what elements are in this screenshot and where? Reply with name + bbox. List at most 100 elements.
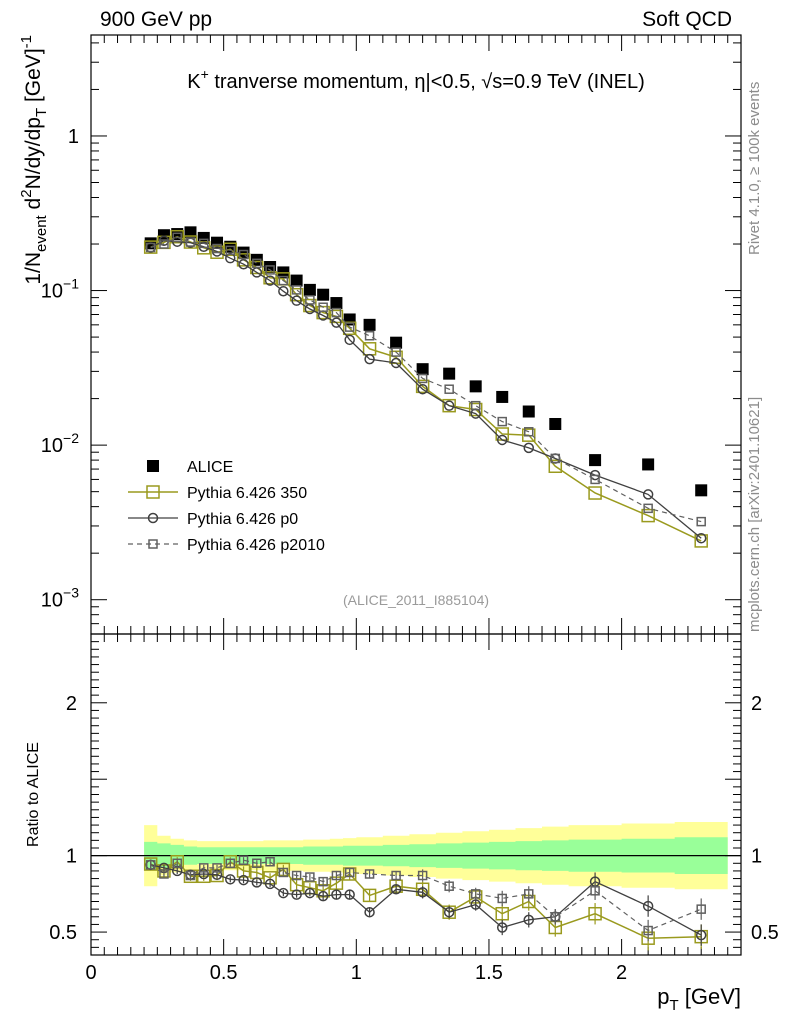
main-point-p2010 [643,503,653,514]
ratio-point-p2010 [331,870,342,881]
legend-label-p350: Pythia 6.426 350 [187,485,307,502]
main-point-alice [317,288,330,301]
xtick-label: 0.5 [210,962,238,984]
ratio-point-p0 [364,906,375,918]
ratio-point-p2010 [159,869,169,879]
ratio-point-p2010 [172,858,182,869]
main-point-p350 [143,240,158,254]
ratio-point-p0 [291,889,302,900]
ratio-point-p350 [588,906,602,921]
main-point-alice [390,336,403,349]
main-point-p350 [170,229,184,244]
ratio-point-p0 [695,929,707,941]
legend-label-alice: ALICE [187,459,233,476]
main-point-alice [589,454,602,467]
main-point-p0 [278,285,289,297]
analysis-watermark: (ALICE_2011_I885104) [343,592,489,608]
main-point-p350 [263,271,277,285]
ratio-point-p350 [495,906,509,921]
main-point-p350 [236,253,251,267]
main-point-p0 [331,317,342,328]
main-point-p2010 [225,245,236,256]
main-point-alice [522,405,535,418]
main-point-p2010 [364,331,375,341]
ratio-point-p0 [264,878,276,890]
main-point-p2010 [238,249,249,260]
main-point-p2010 [524,427,534,437]
ratio-y-axis-label: Ratio to ALICE [25,742,42,847]
ratio-ytick-label: 1 [66,846,77,868]
ratio-point-p2010 [344,867,355,878]
main-point-alice [197,231,210,244]
ratio-point-p0 [331,889,342,900]
main-point-p0 [695,532,707,544]
ratio-point-p2010 [470,889,481,899]
main-point-p350 [522,428,536,442]
ratio-point-p0 [523,914,535,926]
main-point-p350 [694,534,708,548]
main-point-p2010 [212,243,222,254]
main-point-p2010 [696,516,706,527]
ratio-point-p2010 [550,912,561,922]
main-point-p2010 [318,302,328,312]
legend-marker-p350 [146,485,160,499]
ratio-point-p2010 [265,857,275,867]
main-point-alice [330,297,343,310]
ratio-point-p2010 [318,876,328,887]
legend-marker-p0 [147,512,159,524]
main-point-p2010 [291,285,302,295]
legend-marker-p2010 [148,539,158,549]
ratio-point-p2010 [238,855,249,865]
main-point-p0 [496,434,508,446]
main-point-p2010 [159,239,169,249]
ratio-ytick-label: 0.5 [49,922,77,944]
ratio-point-p2010 [643,925,653,936]
legend-label-p2010: Pythia 6.426 p2010 [187,537,325,554]
main-point-p0 [642,489,654,500]
main-point-p0 [291,295,302,306]
main-point-p350 [548,459,563,474]
plot-title: K+ tranverse momentum, η|<0.5, √s=0.9 Te… [187,66,645,93]
ratio-point-p2010 [225,858,236,869]
xtick-label: 1 [351,962,362,984]
main-y-axis-label: 1/Nevent d2N/dy/dpT [GeV]-1 [18,35,50,285]
main-ytick-label: 10−1 [41,276,79,303]
main-point-p2010 [470,400,481,411]
ratio-point-p0 [443,906,455,918]
main-point-alice [496,390,509,403]
ratio-point-p2010 [199,863,209,873]
ratio-point-p0 [317,890,329,902]
ratio-ytick-label-right: 1 [751,846,762,868]
main-point-p0 [523,442,535,454]
main-point-alice [469,380,482,393]
main-point-alice [695,484,708,497]
main-point-p2010 [265,265,275,275]
ratio-point-p2010 [364,869,375,879]
main-point-p350 [588,486,602,500]
main-point-alice [416,363,429,376]
main-point-alice [237,246,250,259]
main-point-p350 [342,321,357,336]
main-point-p2010 [497,416,507,427]
main-point-alice [157,229,170,242]
legend-label-p0: Pythia 6.426 p0 [187,511,298,528]
ratio-point-p2010 [305,872,315,882]
ratio-point-p2010 [417,870,428,881]
main-point-p350 [468,402,483,417]
ratio-ytick-label-right: 0.5 [751,922,779,944]
main-point-alice [264,261,277,274]
legend-marker-alice [147,460,159,472]
ratio-point-p0 [278,887,289,899]
ratio-point-p0 [642,900,654,912]
main-point-p350 [641,508,655,523]
header-right: Soft QCD [642,8,732,31]
ratio-ytick-label: 2 [66,693,77,715]
main-series-line-p2010 [150,236,702,523]
main-point-p2010 [145,242,156,253]
ratio-point-p2010 [278,867,289,878]
main-ytick-label: 10−3 [41,585,79,612]
main-point-p2010 [278,275,289,286]
main-point-alice [443,367,456,380]
main-point-p0 [238,258,249,270]
ratio-point-p350 [362,888,377,903]
